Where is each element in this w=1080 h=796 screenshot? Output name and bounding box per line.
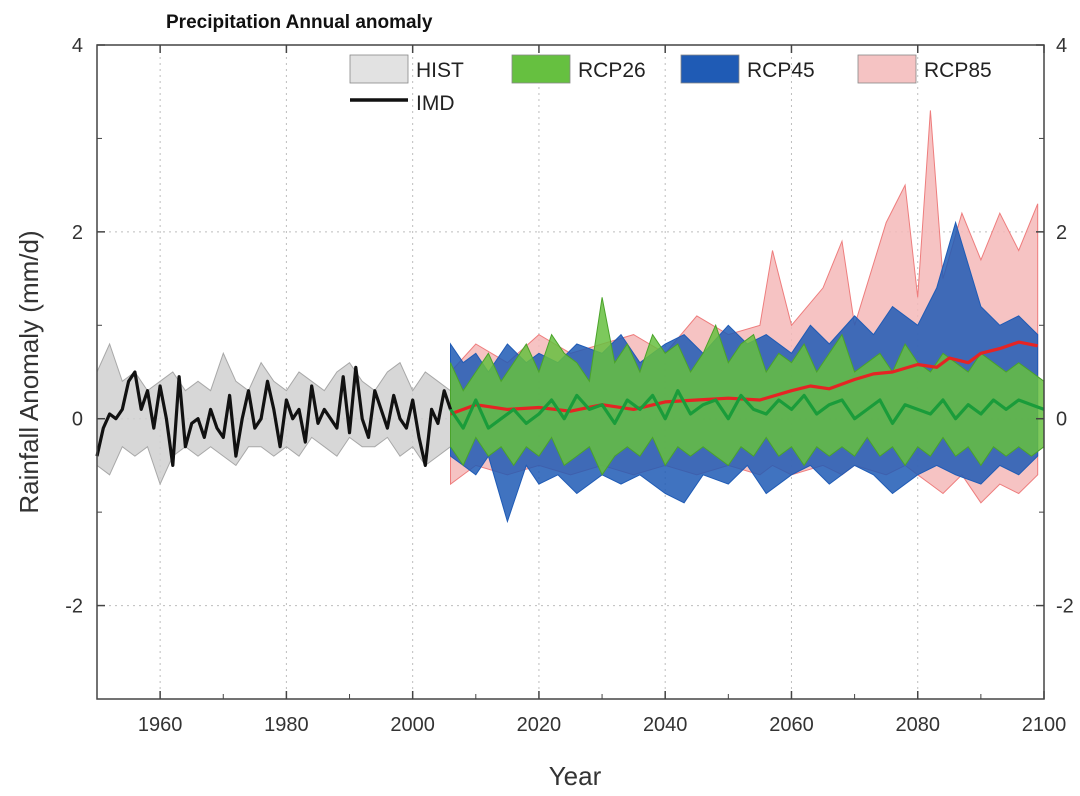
x-tick-label-2020: 2020 — [517, 714, 562, 736]
legend-label-rcp45: RCP45 — [747, 59, 815, 82]
line-imd — [95, 365, 453, 467]
legend: HIST RCP26 RCP45 RCP85 IMD — [349, 54, 992, 115]
x-tick-label-2060: 2060 — [769, 714, 814, 736]
legend-label-imd: IMD — [416, 92, 455, 115]
y-tick-label-4: 4 — [72, 35, 83, 57]
x-tick-label-1960: 1960 — [138, 714, 183, 736]
legend-swatch-rcp85 — [857, 54, 917, 84]
legend-item-rcp26: RCP26 — [511, 54, 646, 84]
line-rcp26-mean — [449, 389, 1045, 430]
axis-ticks: 1960 1980 2000 2020 2040 2060 2080 2100 4 4 2 2 0 0 -2… — [65, 35, 1074, 736]
legend-swatch-hist — [349, 54, 409, 84]
legend-label-rcp85: RCP85 — [924, 59, 992, 82]
y-axis-label: Rainfall Anomaly (mm/d) — [14, 230, 44, 513]
plot-frame — [96, 44, 1045, 700]
x-tick-label-2100: 2100 — [1022, 714, 1067, 736]
x-tick-label-1980: 1980 — [264, 714, 309, 736]
x-axis-label: Year — [549, 761, 602, 791]
y-right-tick-label-2: 2 — [1056, 222, 1067, 244]
y-tick-label--2: -2 — [65, 596, 83, 618]
line-rcp85-mean — [449, 340, 1039, 416]
legend-label-hist: HIST — [416, 59, 464, 82]
series-layer — [95, 110, 1045, 524]
y-right-tick-label--2: -2 — [1056, 596, 1074, 618]
y-tick-label-0: 0 — [72, 409, 83, 431]
legend-item-rcp45: RCP45 — [680, 54, 815, 84]
legend-item-rcp85: RCP85 — [857, 54, 992, 84]
y-tick-label-2: 2 — [72, 222, 83, 244]
legend-swatch-rcp45 — [680, 54, 740, 84]
legend-swatch-rcp26 — [511, 54, 571, 84]
y-right-tick-label-0: 0 — [1056, 409, 1067, 431]
x-tick-label-2040: 2040 — [643, 714, 688, 736]
y-right-tick-label-4: 4 — [1056, 35, 1067, 57]
legend-label-rcp26: RCP26 — [578, 59, 646, 82]
x-tick-label-2000: 2000 — [390, 714, 435, 736]
chart-title: Precipitation Annual anomaly — [166, 12, 433, 33]
legend-item-hist: HIST — [349, 54, 464, 84]
legend-item-imd: IMD — [350, 92, 455, 115]
x-tick-label-2080: 2080 — [895, 714, 940, 736]
